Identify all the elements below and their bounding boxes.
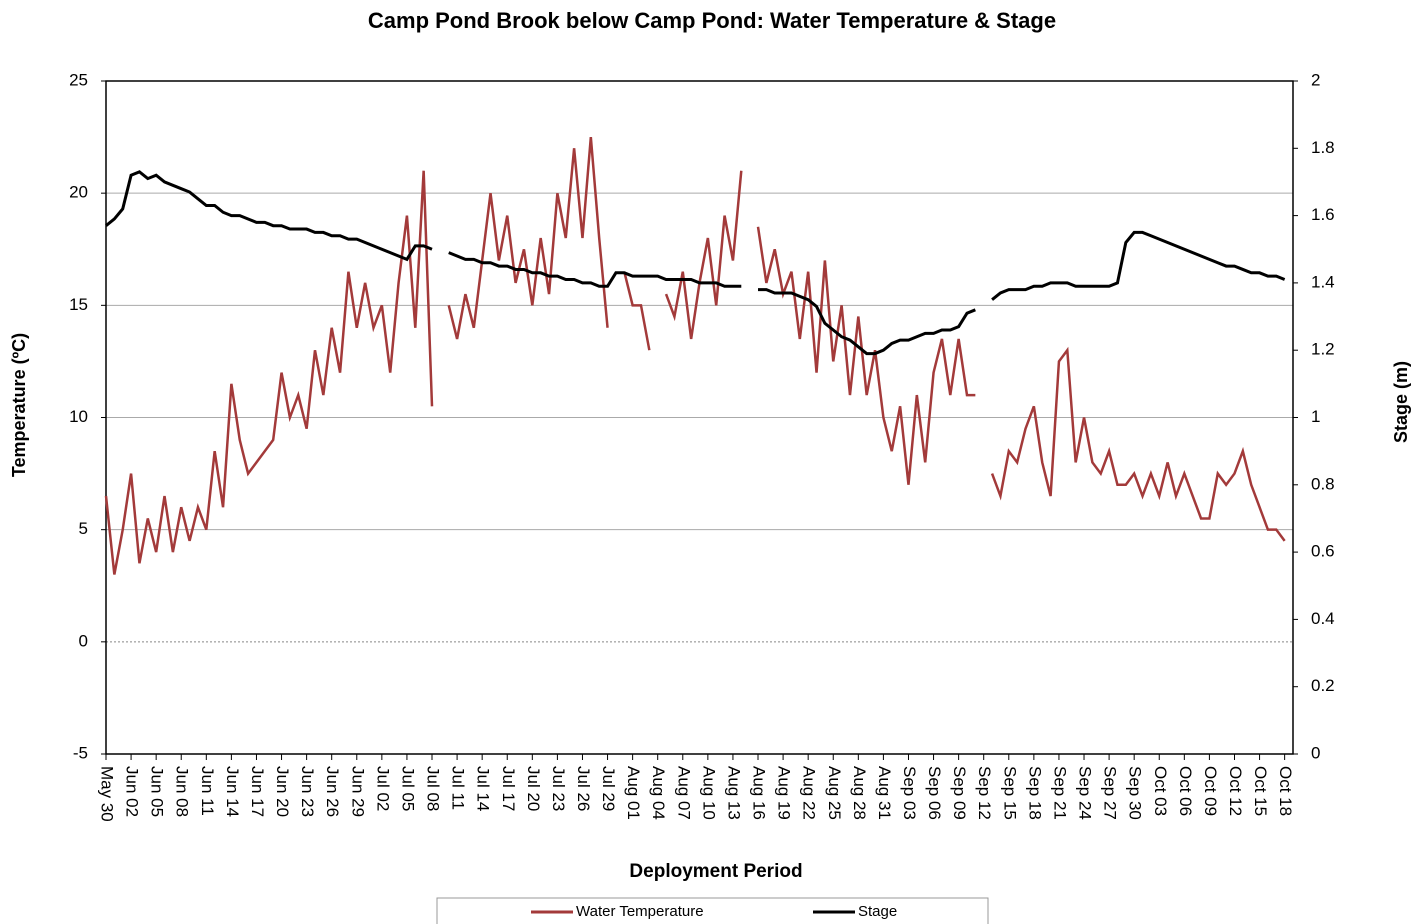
y-axis-label: Temperature (ºC) xyxy=(9,333,29,477)
x-tick-label: Aug 13 xyxy=(724,766,743,820)
series-line xyxy=(756,226,976,485)
x-tick-label: Jul 26 xyxy=(574,766,593,811)
y-tick-label: 20 xyxy=(69,183,88,202)
y2-tick-label: 0.8 xyxy=(1311,474,1335,493)
x-tick-label: Aug 16 xyxy=(750,766,769,820)
x-tick-label: Jul 05 xyxy=(398,766,417,811)
y2-tick-label: 1.6 xyxy=(1311,205,1335,224)
series-line xyxy=(105,170,433,262)
x-tick-label: Sep 03 xyxy=(900,766,919,820)
x-tick-label: Aug 28 xyxy=(850,766,869,820)
y2-tick-label: 0.6 xyxy=(1311,542,1335,561)
x-tick-label: Jun 08 xyxy=(173,766,192,817)
x-tick-label: Aug 25 xyxy=(825,766,844,820)
x-tick-label: Oct 15 xyxy=(1251,766,1270,816)
series-line xyxy=(991,230,1286,301)
x-tick-label: Aug 10 xyxy=(699,766,718,820)
x-tick-label: Aug 22 xyxy=(800,766,819,820)
series-line xyxy=(448,251,742,288)
x-tick-label: Jul 11 xyxy=(449,766,468,810)
x-tick-label: Jun 11 xyxy=(198,766,217,816)
series-line xyxy=(990,346,1286,542)
x-tick-label: Jul 29 xyxy=(599,766,618,811)
legend-box xyxy=(436,897,989,924)
x-tick-label: Oct 18 xyxy=(1276,766,1295,816)
y2-tick-label: 0 xyxy=(1311,743,1320,762)
x-axis-label: Deployment Period xyxy=(629,861,802,882)
x-tick-label: Sep 30 xyxy=(1126,766,1145,820)
y-tick-label: 15 xyxy=(69,295,88,314)
x-tick-label: Sep 12 xyxy=(975,766,994,820)
y-tick-label: 25 xyxy=(69,70,88,89)
y-tick-label: -5 xyxy=(73,743,88,762)
series-line xyxy=(447,136,609,340)
y2-tick-label: 1 xyxy=(1311,407,1320,426)
x-tick-label: Jul 14 xyxy=(474,766,493,811)
series-line xyxy=(758,288,976,356)
x-tick-label: Jun 02 xyxy=(123,766,142,817)
x-tick-label: Oct 06 xyxy=(1176,766,1195,816)
x-tick-label: Sep 21 xyxy=(1050,766,1069,820)
y2-tick-label: 1.4 xyxy=(1311,272,1335,291)
x-tick-label: Aug 07 xyxy=(674,766,693,820)
legend-label: Stage xyxy=(858,903,897,920)
x-tick-label: Jun 23 xyxy=(298,766,317,817)
x-tick-label: Jul 08 xyxy=(424,766,443,811)
x-tick-label: Jun 17 xyxy=(248,766,267,817)
x-tick-label: Jun 14 xyxy=(223,766,242,817)
y2-tick-label: 2 xyxy=(1311,70,1320,89)
x-tick-label: Sep 06 xyxy=(925,766,944,820)
legend-label: Water Temperature xyxy=(576,903,704,920)
x-tick-label: Sep 15 xyxy=(1000,766,1019,820)
x-tick-label: May 30 xyxy=(98,766,117,822)
x-tick-label: Sep 24 xyxy=(1076,766,1095,820)
x-tick-label: Jul 02 xyxy=(373,766,392,811)
x-tick-label: Aug 04 xyxy=(649,766,668,820)
y2-tick-label: 0.2 xyxy=(1311,676,1335,695)
y-tick-label: 10 xyxy=(69,407,88,426)
x-tick-label: Jul 23 xyxy=(549,766,568,811)
x-tick-label: Jun 20 xyxy=(273,766,292,817)
x-tick-label: Sep 18 xyxy=(1025,766,1044,820)
y2-tick-label: 1.8 xyxy=(1311,138,1335,157)
y-tick-label: 0 xyxy=(79,631,88,650)
chart-title: Camp Pond Brook below Camp Pond: Water T… xyxy=(368,8,1056,33)
x-tick-label: Aug 01 xyxy=(624,766,643,820)
series-line xyxy=(623,271,651,351)
x-tick-label: Sep 09 xyxy=(950,766,969,820)
x-tick-label: Jun 29 xyxy=(348,766,367,817)
series-line xyxy=(104,170,434,575)
x-tick-label: Aug 19 xyxy=(775,766,794,820)
x-tick-label: Jun 26 xyxy=(323,766,342,817)
x-tick-label: Oct 03 xyxy=(1151,766,1170,816)
y2-tick-label: 0.4 xyxy=(1311,609,1335,628)
series-line xyxy=(664,170,743,340)
x-tick-label: Jul 20 xyxy=(524,766,543,811)
plot-frame xyxy=(105,80,1294,755)
x-tick-label: Oct 09 xyxy=(1201,766,1220,816)
y-tick-label: 5 xyxy=(79,519,88,538)
y2-tick-label: 1.2 xyxy=(1311,340,1335,359)
x-tick-label: Oct 12 xyxy=(1226,766,1245,816)
x-tick-label: Jun 05 xyxy=(148,766,167,817)
x-tick-label: Sep 27 xyxy=(1101,766,1120,820)
x-tick-label: Aug 31 xyxy=(875,766,894,820)
x-tick-label: Jul 17 xyxy=(499,766,518,811)
y2-axis-label: Stage (m) xyxy=(1391,361,1411,443)
